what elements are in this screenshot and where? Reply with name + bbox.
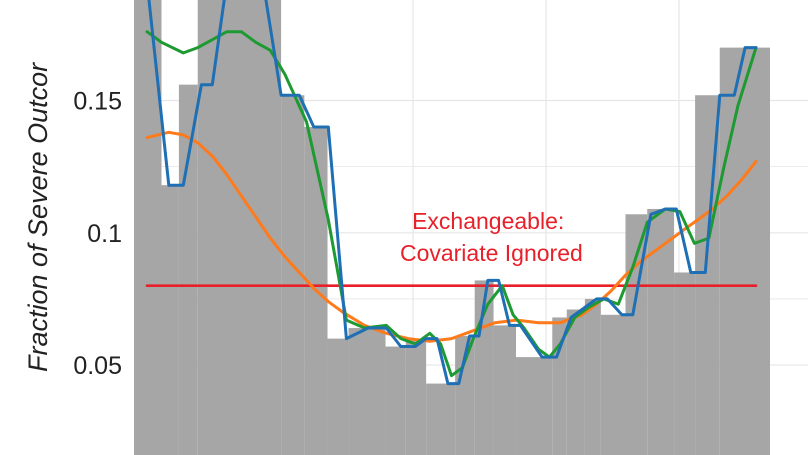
y-tick-label-2: 0.15 [73, 88, 122, 116]
histogram-bar-12 [455, 335, 475, 455]
histogram-bar-7 [327, 338, 349, 455]
annotation-line-1: Exchangeable: [412, 208, 564, 234]
series-lines [145, 0, 758, 386]
histogram-bar-16 [552, 317, 567, 455]
histogram-bars [134, 0, 770, 455]
histogram-bar-9 [385, 346, 406, 455]
histogram-bar-18 [584, 298, 601, 455]
annotation-line-2: Covariate Ignored [400, 240, 583, 266]
histogram-bar-19 [600, 314, 626, 455]
series-line-2 [145, 130, 758, 343]
y-axis-title: Fraction of Severe Outcor [23, 62, 53, 372]
histogram-bar-22 [674, 272, 696, 455]
histogram-bar-5 [281, 95, 305, 455]
histogram-bar-1 [161, 185, 179, 455]
histogram-bar-11 [426, 383, 456, 455]
histogram-bar-15 [516, 357, 553, 455]
histogram-bar-21 [647, 208, 675, 455]
annotation-label: Exchangeable: Covariate Ignored [400, 208, 583, 266]
histogram-bar-14 [493, 325, 517, 455]
histogram-bar-4 [219, 0, 282, 455]
histogram-bar-17 [566, 309, 585, 455]
histogram-bar-24 [719, 47, 770, 455]
y-tick-label-0: 0.05 [73, 352, 122, 380]
histogram-bar-10 [405, 338, 427, 455]
y-tick-labels: 0.05 0.1 0.15 [73, 88, 122, 381]
series-line-0 [147, 0, 758, 386]
histogram-bar-3 [197, 0, 220, 455]
histogram-bar-8 [348, 328, 386, 455]
y-tick-label-1: 0.1 [87, 220, 122, 248]
